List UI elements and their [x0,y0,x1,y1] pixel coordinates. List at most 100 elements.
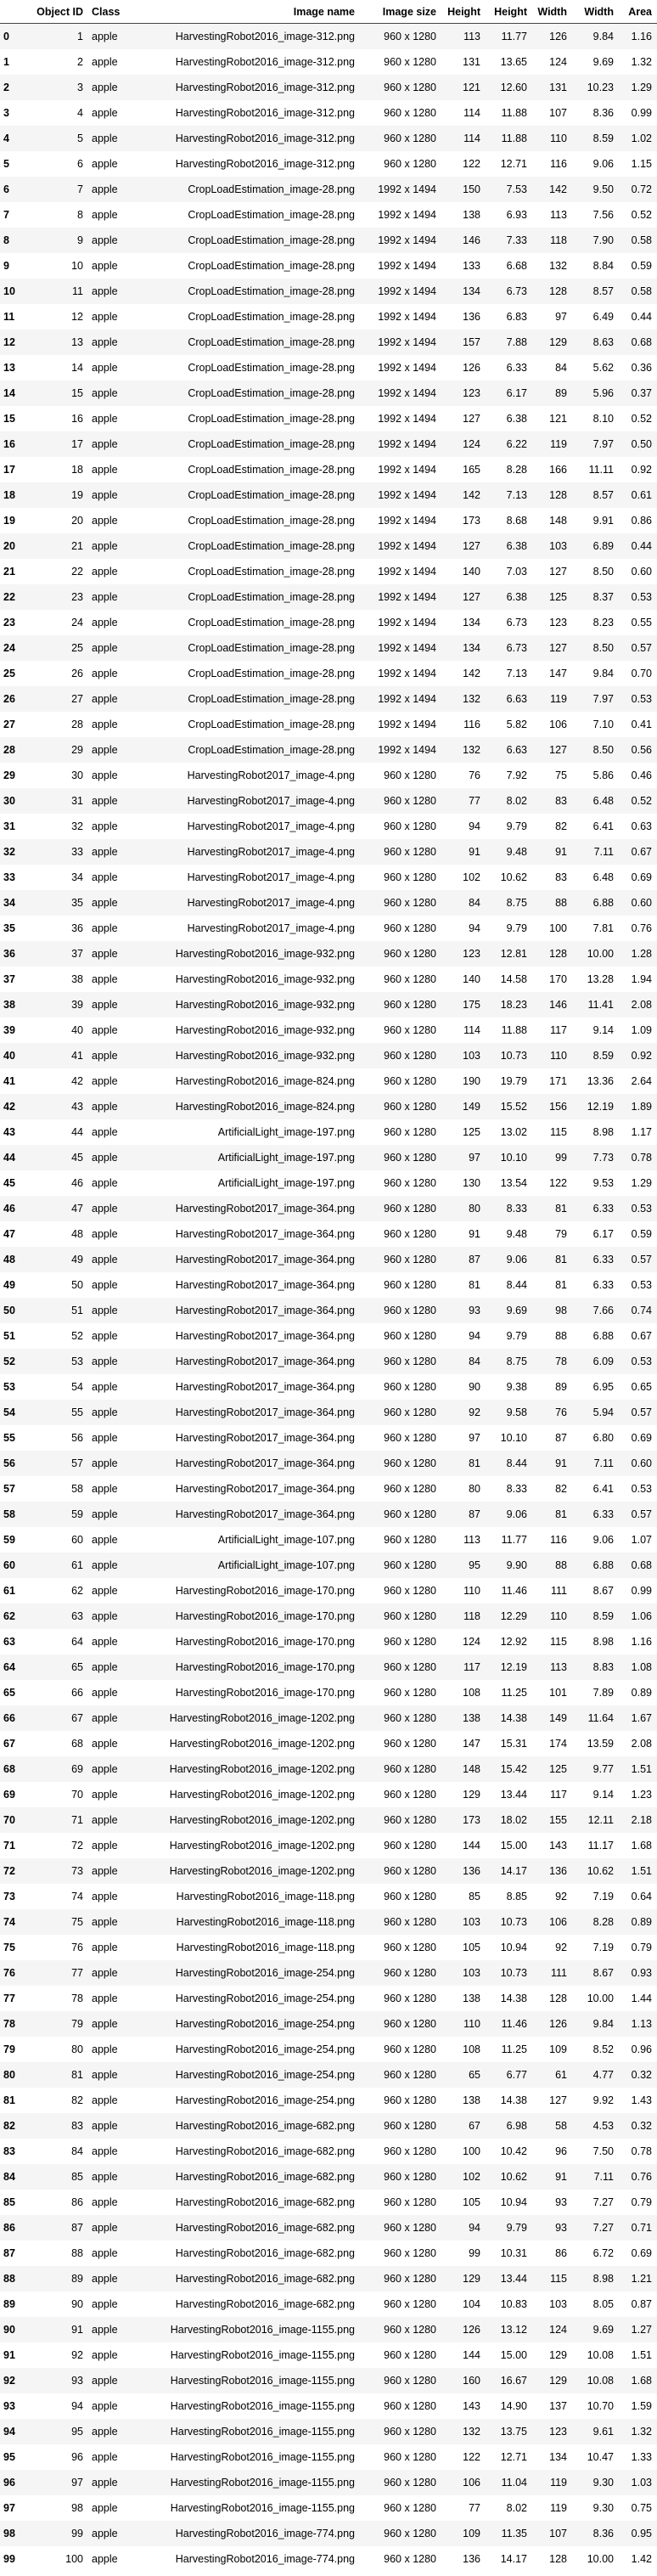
height-scaled-cell: 7.88 [506,335,527,348]
object-id-cell: 74 [71,1890,83,1902]
image-size-cell: 960 x 1280 [384,30,436,42]
width-px-cell: 110 [550,132,567,144]
image-name-cell: HarvestingRobot2017_image-364.png [175,1508,355,1520]
table-row: 92 93 apple HarvestingRobot2016_image-1155.… [0,2367,657,2393]
row-index: 57 [3,1482,15,1495]
width-scaled-cell: 7.19 [592,1941,614,1953]
object-id-cell: 71 [71,1813,83,1826]
object-id-cell: 65 [71,1660,83,1673]
width-scaled-cell: 6.72 [592,2246,614,2259]
image-size-cell: 960 x 1280 [384,1992,436,2004]
area-cell: 2.08 [631,998,652,1011]
width-px-cell: 81 [555,1508,567,1520]
object-id-cell: 22 [71,565,83,578]
class-cell: apple [92,590,118,603]
row-index: 38 [3,998,15,1011]
area-cell: 0.69 [631,871,652,883]
class-cell: apple [92,2272,118,2285]
height-px-cell: 130 [463,1176,480,1189]
height-px-cell: 84 [469,1355,480,1367]
image-size-cell: 960 x 1280 [384,871,436,883]
row-index: 60 [3,1559,15,1571]
table-row: 63 64 apple HarvestingRobot2016_image-170.p… [0,1628,657,1654]
image-name-cell: CropLoadEstimation_image-28.png [188,361,355,374]
object-id-cell: 81 [71,2068,83,2081]
class-cell: apple [92,1329,118,1342]
image-size-cell: 1992 x 1494 [378,718,436,730]
area-cell: 0.78 [631,1151,652,1164]
height-scaled-cell: 14.17 [500,2552,527,2565]
column-header-index [0,0,22,24]
width-scaled-cell: 5.94 [592,1406,614,1418]
width-px-cell: 117 [550,1023,567,1036]
row-index: 61 [3,1584,15,1597]
row-index: 84 [3,2170,15,2183]
row-index: 95 [3,2450,15,2463]
width-px-cell: 93 [555,2221,567,2234]
height-scaled-cell: 13.12 [500,2323,527,2336]
height-px-cell: 129 [463,1788,480,1801]
table-row: 99 100 apple HarvestingRobot2016_image-774.… [0,2545,657,2572]
height-scaled-cell: 10.73 [500,1966,527,1979]
image-size-cell: 960 x 1280 [384,1457,436,1469]
image-name-cell: HarvestingRobot2017_image-4.png [187,769,355,781]
image-size-cell: 960 x 1280 [384,1227,436,1240]
image-size-cell: 960 x 1280 [384,1406,436,1418]
area-cell: 0.41 [631,718,652,730]
area-cell: 0.89 [631,1686,652,1699]
image-size-cell: 1992 x 1494 [378,437,436,450]
area-cell: 0.86 [631,514,652,527]
width-scaled-cell: 8.84 [592,259,614,272]
height-scaled-cell: 9.58 [506,1406,527,1418]
image-name-cell: HarvestingRobot2016_image-312.png [175,30,355,42]
height-scaled-cell: 6.77 [506,2068,527,2081]
height-scaled-cell: 12.71 [500,2450,527,2463]
area-cell: 0.37 [631,386,652,399]
image-size-cell: 960 x 1280 [384,1431,436,1444]
row-index: 13 [3,361,15,374]
object-id-cell: 82 [71,2094,83,2106]
width-px-cell: 124 [549,2323,567,2336]
width-scaled-cell: 7.10 [592,718,614,730]
image-name-cell: HarvestingRobot2017_image-4.png [187,871,355,883]
height-px-cell: 118 [463,1609,480,1622]
image-size-cell: 960 x 1280 [384,794,436,807]
row-index: 28 [3,743,15,756]
image-name-cell: HarvestingRobot2016_image-682.png [175,2196,355,2208]
width-px-cell: 97 [555,310,567,323]
width-px-cell: 75 [555,769,567,781]
object-id-cell: 90 [71,2297,83,2310]
class-cell: apple [92,2297,118,2310]
width-scaled-cell: 8.57 [592,285,614,297]
table-row: 81 82 apple HarvestingRobot2016_image-254.p… [0,2087,657,2113]
height-px-cell: 117 [463,1660,480,1673]
image-size-cell: 960 x 1280 [384,2527,436,2539]
object-id-cell: 13 [71,335,83,348]
height-scaled-cell: 6.98 [506,2119,527,2132]
width-scaled-cell: 6.89 [592,539,614,552]
width-scaled-cell: 6.95 [592,1380,614,1393]
object-id-cell: 47 [71,1202,83,1215]
width-scaled-cell: 13.59 [587,1737,614,1750]
image-size-cell: 960 x 1280 [384,2094,436,2106]
image-name-cell: CropLoadEstimation_image-28.png [188,616,355,628]
height-px-cell: 136 [463,2552,480,2565]
class-cell: apple [92,1660,118,1673]
object-id-cell: 91 [71,2323,83,2336]
image-size-cell: 960 x 1280 [384,1100,436,1113]
table-row: 40 41 apple HarvestingRobot2016_image-932.p… [0,1042,657,1068]
column-header-area: Area [619,0,657,24]
image-name-cell: HarvestingRobot2017_image-4.png [187,820,355,832]
image-size-cell: 960 x 1280 [384,2297,436,2310]
width-px-cell: 92 [555,1941,567,1953]
image-size-cell: 1992 x 1494 [378,667,436,679]
table-row: 9 10 apple CropLoadEstimation_image-28.png 1… [0,252,657,279]
row-index: 76 [3,1966,15,1979]
table-row: 91 92 apple HarvestingRobot2016_image-1155.… [0,2342,657,2368]
width-scaled-cell: 8.67 [592,1966,614,1979]
object-id-cell: 36 [71,922,83,934]
area-cell: 1.32 [631,2425,652,2438]
height-px-cell: 136 [463,1864,480,1877]
object-id-cell: 39 [71,998,83,1011]
width-scaled-cell: 7.11 [593,1457,614,1469]
